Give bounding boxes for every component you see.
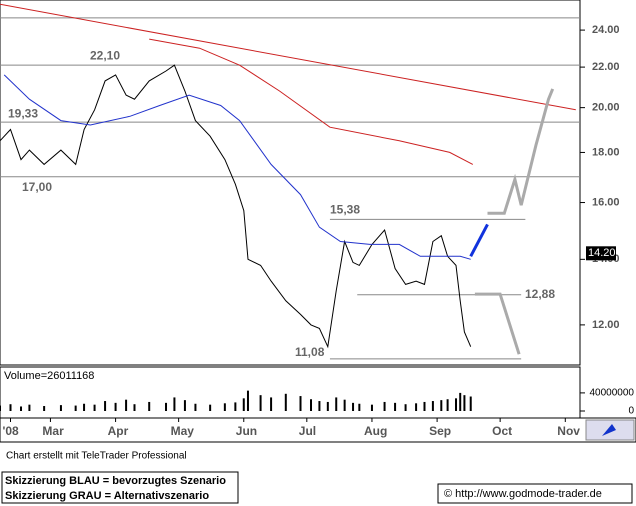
volume-bar <box>125 399 128 411</box>
volume-bar <box>270 397 273 411</box>
price-line <box>3 74 471 260</box>
volume-bar <box>370 404 373 411</box>
x-tick-label: Jun <box>236 424 257 438</box>
volume-bar <box>299 396 302 411</box>
credit: Chart erstellt mit TeleTrader Profession… <box>6 451 187 462</box>
y-tick-label: 24.00 <box>592 24 620 36</box>
price-line <box>474 292 521 355</box>
nav-icon <box>602 424 616 436</box>
volume-bar <box>133 404 136 411</box>
volume-bar <box>463 395 466 411</box>
y-tick-label: 12.00 <box>592 319 620 331</box>
volume-bar <box>74 405 77 411</box>
x-tick-label: Sep <box>429 424 451 438</box>
price-line <box>149 38 474 165</box>
volume-bar <box>93 404 96 411</box>
volume-bar <box>431 401 434 411</box>
volume-bar <box>114 402 117 411</box>
note-grey: Skizzierung GRAU = Alternativszenario <box>5 490 209 502</box>
volume-bar <box>104 401 107 411</box>
x-tick-label: May <box>171 424 195 438</box>
volume-bar <box>183 400 186 411</box>
level-label: 22,10 <box>90 48 120 62</box>
note-box <box>1 471 239 504</box>
volume-bar <box>446 399 449 411</box>
volume-bar <box>148 401 151 411</box>
copyright: © http://www.godmode-trader.de <box>444 488 602 500</box>
volume-bar <box>455 398 458 411</box>
volume-bar <box>383 401 386 411</box>
volume-tick-label: 0 <box>628 406 634 417</box>
price-frame <box>0 0 581 366</box>
price-line <box>487 88 555 215</box>
volume-bar <box>352 402 355 411</box>
x-tick-label: Oct <box>492 424 512 438</box>
volume-bar <box>335 397 338 411</box>
y-tick-label: 18.00 <box>592 146 620 158</box>
x-tick-label: Jul <box>299 424 316 438</box>
volume-bar <box>223 403 226 411</box>
volume-bar <box>165 402 168 411</box>
price-line <box>0 64 472 349</box>
volume-bar <box>209 404 212 411</box>
volume-bar <box>440 400 443 411</box>
y-tick-label: 16.00 <box>592 196 620 208</box>
current-price-box <box>586 246 616 261</box>
level-label: 15,38 <box>330 203 360 217</box>
volume-bar <box>259 395 262 411</box>
volume-bar <box>242 398 245 411</box>
x-tick-label: Aug <box>364 424 387 438</box>
price-line <box>469 223 489 257</box>
volume-bar <box>28 404 31 411</box>
price-line <box>0 3 576 111</box>
volume-bar <box>194 403 197 411</box>
volume-bar <box>318 401 321 411</box>
x-tick-label: '08 <box>3 424 20 438</box>
volume-bar <box>469 396 472 411</box>
level-label: 12,88 <box>525 287 555 301</box>
y-tick-label: 22.00 <box>592 61 620 73</box>
current-price-label: 14.20 <box>588 247 616 259</box>
x-tick-label: Nov <box>557 424 580 438</box>
volume-bar <box>20 406 23 411</box>
volume-bar <box>9 404 12 411</box>
volume-bar <box>404 404 407 411</box>
volume-bar <box>284 393 287 411</box>
level-label: 17,00 <box>22 180 52 194</box>
x-tick-label: Apr <box>108 424 129 438</box>
volume-bar <box>310 399 313 411</box>
note-blue: Skizzierung BLAU = bevorzugtes Szenario <box>5 475 226 487</box>
x-tick-label: Mar <box>42 424 64 438</box>
volume-label: Volume=26011168 <box>4 370 94 382</box>
volume-bar <box>423 401 426 411</box>
x-axis-frame <box>0 417 636 443</box>
volume-bar <box>415 403 418 411</box>
volume-bar <box>234 402 237 411</box>
volume-bar <box>459 392 462 411</box>
level-label: 19,33 <box>8 106 38 120</box>
copyright-box <box>437 483 633 504</box>
volume-bar <box>394 402 397 411</box>
volume-bar <box>173 397 176 411</box>
volume-bar <box>246 390 249 411</box>
y-tick-label: 20.00 <box>592 102 620 114</box>
volume-tick-label: 40000000 <box>590 388 635 399</box>
level-label: 11,08 <box>295 345 325 359</box>
volume-bar <box>358 403 361 411</box>
volume-bar <box>43 406 46 411</box>
volume-bar <box>343 399 346 411</box>
volume-bar <box>59 405 62 411</box>
volume-bar <box>326 401 329 411</box>
volume-bar <box>83 403 86 411</box>
volume-bar <box>0 405 1 411</box>
